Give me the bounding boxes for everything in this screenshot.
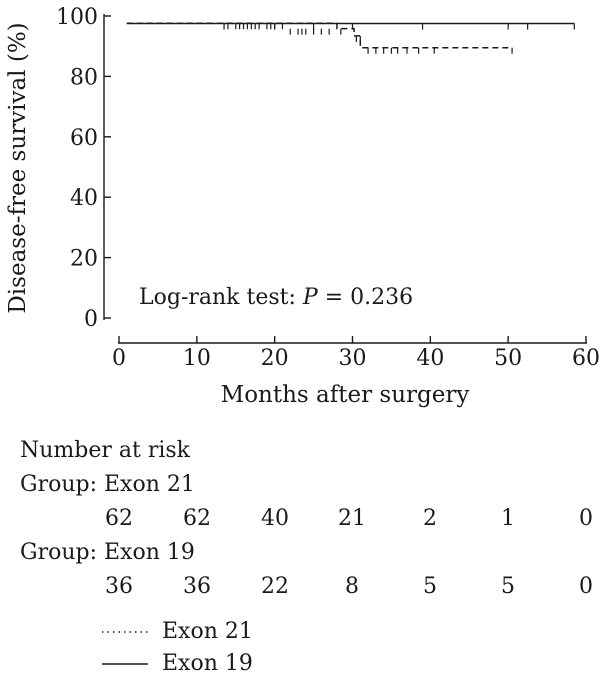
legend-swatch-solid <box>102 663 148 665</box>
y-tick-label: 20 <box>70 247 98 272</box>
risk-count: 0 <box>579 506 593 531</box>
km-survival-chart: 0 20 40 60 80 100 0 10 20 30 40 50 60 Disease-free s… <box>5 5 600 408</box>
risk-group-label-exon19: Group: Exon 19 <box>20 540 195 565</box>
legend-item-exon19: Exon 19 <box>100 650 420 678</box>
annotation-p-symbol: P <box>302 285 319 310</box>
y-tick-label: 0 <box>84 307 98 332</box>
x-tick-label: 10 <box>183 346 211 371</box>
x-tick-label: 40 <box>416 346 444 371</box>
y-tick-label: 80 <box>70 65 98 90</box>
risk-count: 62 <box>105 506 133 531</box>
y-tick-label: 60 <box>70 126 98 151</box>
risk-count: 2 <box>423 506 437 531</box>
risk-count: 5 <box>501 574 515 599</box>
risk-count: 0 <box>579 574 593 599</box>
risk-count: 1 <box>501 506 515 531</box>
risk-count: 8 <box>345 574 359 599</box>
risk-count: 21 <box>338 506 366 531</box>
x-tick-label: 50 <box>494 346 522 371</box>
legend-label-exon19: Exon 19 <box>162 651 253 676</box>
series-layer <box>126 22 575 54</box>
risk-count: 62 <box>183 506 211 531</box>
risk-row-exon21: 62 62 40 21 2 1 0 <box>0 506 600 532</box>
risk-table-title: Number at risk <box>20 438 191 463</box>
legend-label-exon21: Exon 21 <box>162 619 253 644</box>
risk-count: 36 <box>183 574 211 599</box>
x-tick-label: 0 <box>112 346 126 371</box>
annotation-prefix: Log-rank test: <box>139 285 303 310</box>
risk-count: 40 <box>261 506 289 531</box>
x-tick-label: 30 <box>339 346 367 371</box>
y-tick-label: 40 <box>70 186 98 211</box>
risk-count: 22 <box>261 574 289 599</box>
legend-swatch-dotted <box>102 631 148 633</box>
risk-group-label-exon21: Group: Exon 21 <box>20 472 195 497</box>
risk-row-exon19: 36 36 22 8 5 5 0 <box>0 574 600 600</box>
number-at-risk-table: Number at risk Group: Exon 21 62 62 40 2… <box>0 430 600 599</box>
x-tick-label: 60 <box>572 346 600 371</box>
axes: 0 20 40 60 80 100 0 10 20 30 40 50 60 <box>56 5 600 371</box>
x-tick-label: 20 <box>261 346 289 371</box>
x-axis-label: Months after surgery <box>221 382 470 408</box>
legend-item-exon21: Exon 21 <box>100 618 420 646</box>
legend: Exon 21 Exon 19 <box>0 618 600 686</box>
risk-count: 36 <box>105 574 133 599</box>
risk-count: 5 <box>423 574 437 599</box>
y-tick-label: 100 <box>56 5 98 30</box>
y-axis-label: Disease-free survival (%) <box>5 22 31 313</box>
survival-curve-exon-21 <box>126 22 513 49</box>
annotation-suffix: = 0.236 <box>318 285 413 310</box>
log-rank-annotation: Log-rank test: P = 0.236 <box>139 285 413 310</box>
